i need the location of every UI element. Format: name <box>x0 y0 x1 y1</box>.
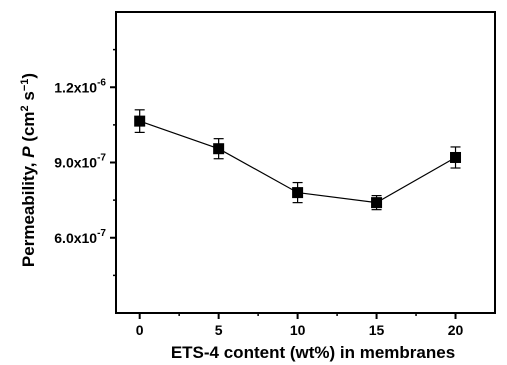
x-tick-label: 5 <box>215 322 223 338</box>
data-point <box>292 187 304 199</box>
x-tick-label: 20 <box>448 322 464 338</box>
y-axis-title-symbol: P <box>19 146 38 158</box>
y-tick-label: 9.0x10-7 <box>54 153 106 171</box>
chart-marks <box>134 109 462 211</box>
y-axis-title-unit-open: (cm <box>19 111 38 146</box>
data-point <box>371 197 383 209</box>
plot-frame <box>115 11 496 314</box>
x-tick-label: 0 <box>136 322 144 338</box>
y-axis-title-sup-1: 2 <box>19 105 31 111</box>
y-axis-title-unit-mid: s <box>19 91 38 105</box>
x-tick-label: 10 <box>290 322 306 338</box>
data-point <box>134 115 146 127</box>
x-axis-title: ETS-4 content (wt%) in membranes <box>171 343 455 362</box>
data-point <box>450 151 462 163</box>
plot-area <box>115 11 496 314</box>
y-axis-title-sup-2: −1 <box>19 79 31 92</box>
y-tick-label: 1.2x10-6 <box>54 77 106 95</box>
data-point <box>213 143 225 155</box>
y-tick-label: 6.0x10-7 <box>54 228 106 246</box>
axis-ticks: 0 5 10 15 20 6.0x10-7 9.0x10-7 1.2x10-6 <box>54 48 464 338</box>
y-axis-title-prefix: Permeability, <box>19 158 38 267</box>
y-axis-title: Permeability, P (cm2 s−1) <box>19 73 38 267</box>
y-axis-title-unit-close: ) <box>19 73 38 79</box>
x-tick-label: 15 <box>369 322 385 338</box>
